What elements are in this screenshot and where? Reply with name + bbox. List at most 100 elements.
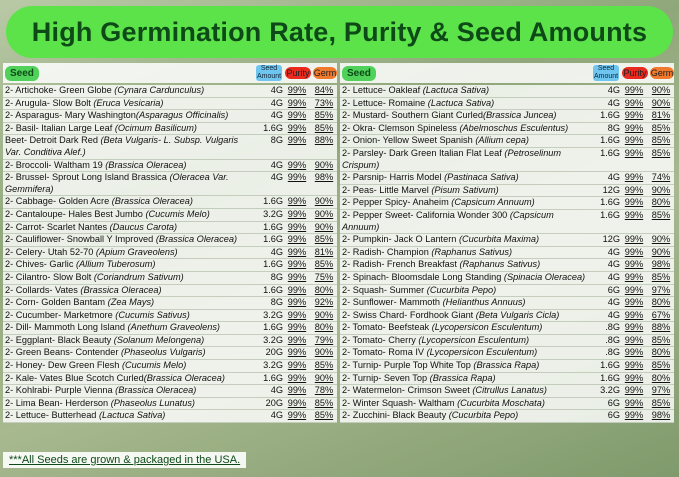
seed-row: Beet- Detroit Dark Red (Beta Vulgaris- L… <box>3 135 337 160</box>
purity: 99% <box>287 135 307 146</box>
seed-amount: 8G <box>270 297 283 308</box>
germination: 92% <box>314 297 334 308</box>
title-banner: High Germination Rate, Purity & Seed Amo… <box>6 6 673 58</box>
purity: 99% <box>624 360 644 371</box>
seed-amount: 4G <box>270 97 283 108</box>
germination: 81% <box>651 110 671 121</box>
purity: 99% <box>624 122 644 133</box>
seed-row: 2- Cilantro- Slow Bolt (Coriandrum Sativ… <box>3 271 337 285</box>
seed-name: 2- Pumpkin- Jack O Lantern <box>342 234 459 245</box>
seed-name-cell: 2- Tomato- Roma IV (Lycopersicon Esculen… <box>340 347 590 359</box>
seed-name: 2- Cilantro- Slow Bolt <box>5 271 94 282</box>
germination: 85% <box>651 122 671 133</box>
seed-amount: 4G <box>607 97 620 108</box>
footer-note: ***All Seeds are grown & packaged in the… <box>3 452 247 468</box>
purity: 99% <box>287 259 307 270</box>
seed-name-cell: 2- Zucchini- Black Beauty (Cucurbita Pep… <box>340 410 590 422</box>
germination: 85% <box>314 410 334 421</box>
germination: 80% <box>651 297 671 308</box>
latin-name: (Cucumis Melo) <box>145 208 210 219</box>
purity: 99% <box>624 297 644 308</box>
latin-name: (Coriandrum Sativum) <box>93 271 184 282</box>
latin-name: (Brassica Oleracea) <box>115 385 197 396</box>
purity: 99% <box>624 110 644 121</box>
seed-name-cell: 2- Dill- Mammoth Long Island (Anethum Gr… <box>3 322 253 334</box>
seed-name: 2- Broccoli- Waltham 19 <box>5 159 106 170</box>
latin-name: (Ocimum Basilicum) <box>114 122 197 133</box>
germination: 97% <box>651 385 671 396</box>
seed-row: 2- Turnip- Purple Top White Top (Brassic… <box>340 360 674 373</box>
seed-amount: 6G <box>607 284 620 295</box>
purity: 99% <box>624 234 644 245</box>
germination: 90% <box>314 196 334 207</box>
latin-name: (Cucurbita Pepo) <box>426 284 497 295</box>
seed-name-cell: 2- Parsley- Dark Green Italian Flat Leaf… <box>340 148 590 171</box>
seed-amount: 6G <box>607 410 620 421</box>
seed-amount: 1.6G <box>263 196 283 207</box>
seed-amount: 4G <box>270 246 283 257</box>
latin-name: (Beta Vulgaris Cicla) <box>475 309 560 320</box>
germ-header: Germ <box>650 67 674 79</box>
latin-name: (Zea Mays) <box>107 297 155 308</box>
purity: 99% <box>624 209 644 220</box>
germination: 90% <box>651 234 671 245</box>
seed-row: 2- Turnip- Seven Top (Brassica Rapa) 1.6G… <box>340 372 674 386</box>
seed-name: 2- Radish- French Breakfast <box>342 259 460 270</box>
seed-row: 2- Broccoli- Waltham 19 (Brassica Olerac… <box>3 159 337 173</box>
latin-name: (Lactuca Sativa) <box>427 97 495 108</box>
seed-amount: 3.2G <box>263 334 283 345</box>
latin-name: (Eruca Vesicaria) <box>93 97 164 108</box>
amount-header: Seed Amount <box>256 65 282 81</box>
latin-name: (Phaseolus Lunatus) <box>110 397 195 408</box>
seed-name-cell: 2- Broccoli- Waltham 19 (Brassica Olerac… <box>3 160 253 172</box>
seed-name-cell: 2- Eggplant- Black Beauty (Solanum Melon… <box>3 335 253 347</box>
purity: 99% <box>287 196 307 207</box>
germination: 85% <box>651 271 671 282</box>
purity: 99% <box>287 297 307 308</box>
seed-row: 2- Celery- Utah 52-70 (Apium Graveolens)… <box>3 246 337 260</box>
purity: 99% <box>287 246 307 257</box>
seed-amount: 4G <box>607 259 620 270</box>
germination: 90% <box>651 85 671 95</box>
seed-name-cell: 2- Lettuce- Butterhead (Lactuca Sativa) <box>3 410 253 422</box>
latin-name: (Spinacia Oleracea) <box>503 271 586 282</box>
seed-name-cell: 2- Lima Bean- Herderson (Phaseolus Lunat… <box>3 398 253 410</box>
seed-row: 2- Spinach- Bloomsdale Long Standing (Sp… <box>340 271 674 285</box>
seed-row: 2- Lettuce- Oakleaf (Lactuca Sativa) 4G 99… <box>340 85 674 98</box>
seed-name: 2- Parsnip- Harris Model <box>342 172 445 183</box>
seed-amount: 1.6G <box>263 122 283 133</box>
seed-name-cell: 2- Corn- Golden Bantam (Zea Mays) <box>3 297 253 309</box>
seed-name-cell: 2- Celery- Utah 52-70 (Apium Graveolens) <box>3 247 253 259</box>
purity: 99% <box>624 347 644 358</box>
germination: 90% <box>314 208 334 219</box>
seed-name: 2- Winter Squash- Waltham <box>342 397 458 408</box>
seed-amount: 4G <box>270 110 283 121</box>
seed-amount: 3.2G <box>263 309 283 320</box>
seed-name: 2- Sunflower- Mammoth <box>342 297 443 308</box>
seed-name-cell: 2- Arugula- Slow Bolt (Eruca Vesicaria) <box>3 98 253 110</box>
seed-name: 2- Okra- Clemson Spineless <box>342 122 460 133</box>
seed-row: 2- Onion- Yellow Sweet Spanish (Allium c… <box>340 135 674 148</box>
purity: 99% <box>287 122 307 133</box>
latin-name: (Lycopersicon Esculentum) <box>426 347 538 358</box>
seed-name-cell: 2- Honey- Dew Green Flesh (Cucumis Melo) <box>3 360 253 372</box>
seed-amount: 1.6G <box>600 110 620 121</box>
latin-name: (Brassica Rapa) <box>429 372 496 383</box>
seed-row: 2- Pepper Sweet- California Wonder 300 (… <box>340 209 674 235</box>
seed-name: 2- Arugula- Slow Bolt <box>5 97 94 108</box>
seed-amount: 1.6G <box>600 197 620 208</box>
seed-name-cell: 2- Spinach- Bloomsdale Long Standing (Sp… <box>340 272 590 284</box>
seed-row: 2- Cabbage- Golden Acre (Brassica Olerac… <box>3 196 337 209</box>
purity: 99% <box>624 135 644 146</box>
purity: 99% <box>624 271 644 282</box>
seed-name: 2- Lettuce- Butterhead <box>5 410 99 421</box>
seed-name: 2- Cucumber- Marketmore <box>5 309 116 320</box>
seed-name: 2- Artichoke- Green Globe <box>5 85 115 95</box>
germ-header: Germ <box>313 67 337 79</box>
seed-name: 2- Lettuce- Oakleaf <box>342 85 423 95</box>
purity: 99% <box>287 110 307 121</box>
purity: 99% <box>624 309 644 320</box>
seed-name: 2- Watermelon- Crimson Sweet <box>342 385 473 396</box>
seed-name-cell: 2- Okra- Clemson Spineless (Abelmoschus … <box>340 123 590 135</box>
seed-header: Seed <box>5 65 39 81</box>
